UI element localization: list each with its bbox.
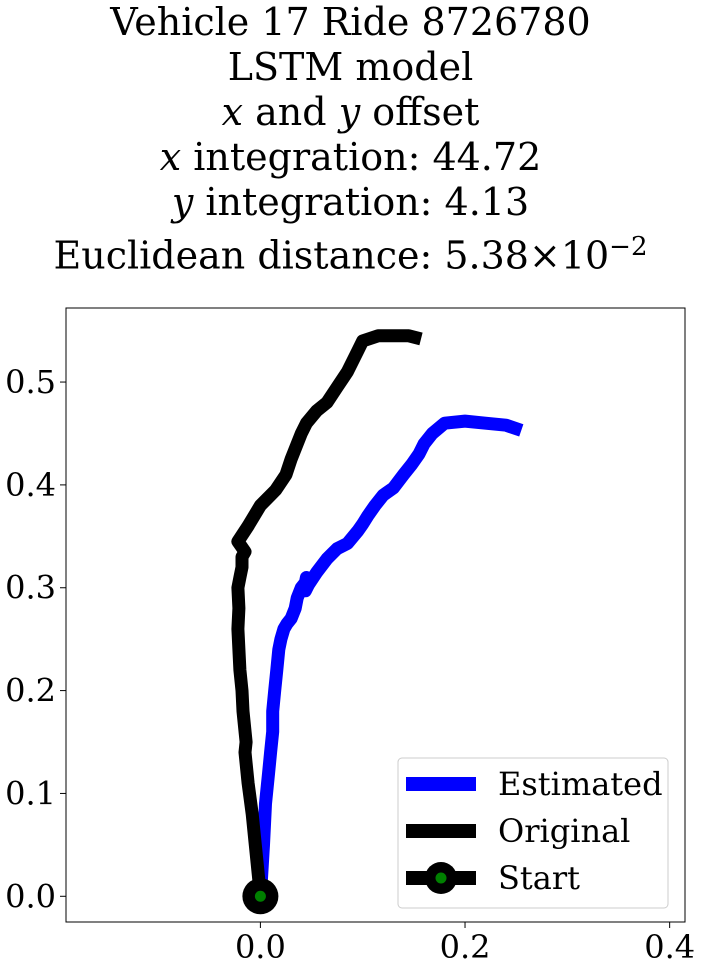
title-base: 10: [560, 233, 610, 278]
title-line-2: LSTM model: [227, 45, 474, 89]
title-y-int-var: y: [171, 180, 194, 224]
title-y-var: y: [338, 90, 361, 134]
title-line-5: y integration: 4.13: [0, 180, 701, 225]
title-x-var: x: [221, 90, 244, 134]
axes-frame: [65, 307, 686, 923]
legend-start-marker-inner: [435, 872, 447, 884]
title-times: ×: [528, 233, 561, 278]
title-x-integration: integration: 44.72: [181, 135, 542, 179]
y-tick-label: 0.1: [5, 774, 56, 812]
title-x-int-var: x: [159, 135, 182, 179]
title-line-4: x integration: 44.72: [0, 135, 701, 180]
x-tick-label: 0.2: [440, 928, 491, 966]
y-tick-label: 0.0: [5, 877, 56, 915]
start-marker-inner: [254, 890, 266, 902]
ticks-layer: 0.0 0.2 0.4 0.0 0.1 0.2 0.3 0.4 0.5: [5, 363, 695, 966]
chart-title: Vehicle 17 Ride 8726780 LSTM model x and…: [0, 0, 701, 279]
title-line-3: x and y offset: [0, 90, 701, 135]
title-y-integration: integration: 4.13: [193, 180, 530, 224]
x-tick-label: 0.0: [235, 928, 286, 966]
y-tick-label: 0.2: [5, 672, 56, 710]
series-original-line: [231, 329, 423, 897]
series-estimated-line: [253, 414, 524, 897]
y-tick-label: 0.5: [5, 363, 56, 401]
title-line-6: Euclidean distance: 5.38×10−2: [0, 225, 701, 279]
title-exponent: −2: [609, 232, 648, 262]
title-offset: offset: [360, 90, 480, 134]
title-and: and: [243, 90, 339, 134]
y-tick-label: 0.3: [5, 569, 56, 607]
y-tick-label: 0.4: [5, 466, 56, 504]
legend-estimated-label: Estimated: [498, 765, 663, 803]
series-layer: [231, 329, 524, 915]
legend-start-label: Start: [498, 859, 580, 897]
title-line-1: Vehicle 17 Ride 8726780: [110, 0, 591, 44]
x-tick-label: 0.4: [644, 928, 695, 966]
title-euclidean: Euclidean distance: 5.38: [53, 233, 529, 278]
legend-original-label: Original: [498, 812, 630, 850]
legend-box: [397, 757, 669, 909]
legend: Estimated Original Start: [397, 757, 669, 909]
